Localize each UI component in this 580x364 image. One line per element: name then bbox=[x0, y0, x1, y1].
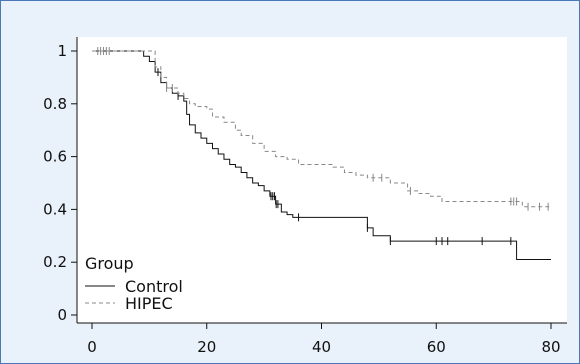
y-tick-label: 0 bbox=[57, 306, 67, 324]
legend-label-hipec: HIPEC bbox=[125, 294, 173, 313]
y-tick-label: 0.2 bbox=[43, 253, 67, 271]
legend-title: Group bbox=[85, 254, 134, 273]
y-tick-label: 0.8 bbox=[43, 95, 67, 113]
y-ticks: 0 0.2 0.4 0.6 0.8 1 bbox=[43, 42, 77, 324]
series-layer bbox=[92, 47, 551, 261]
series-line-hipec bbox=[92, 50, 551, 208]
x-tick-label: 0 bbox=[87, 338, 97, 356]
legend-label-control: Control bbox=[125, 277, 183, 296]
y-tick-label: 1 bbox=[57, 42, 67, 60]
y-tick-label: 0.6 bbox=[43, 148, 67, 166]
x-tick-label: 60 bbox=[427, 338, 446, 356]
plot-area bbox=[77, 37, 567, 323]
x-tick-label: 40 bbox=[312, 338, 331, 356]
x-tick-label: 80 bbox=[541, 338, 560, 356]
x-tick-label: 20 bbox=[197, 338, 216, 356]
x-ticks: 0 20 40 60 80 bbox=[87, 323, 561, 356]
legend: Group Control HIPEC bbox=[85, 254, 183, 313]
y-tick-label: 0.4 bbox=[43, 200, 67, 218]
